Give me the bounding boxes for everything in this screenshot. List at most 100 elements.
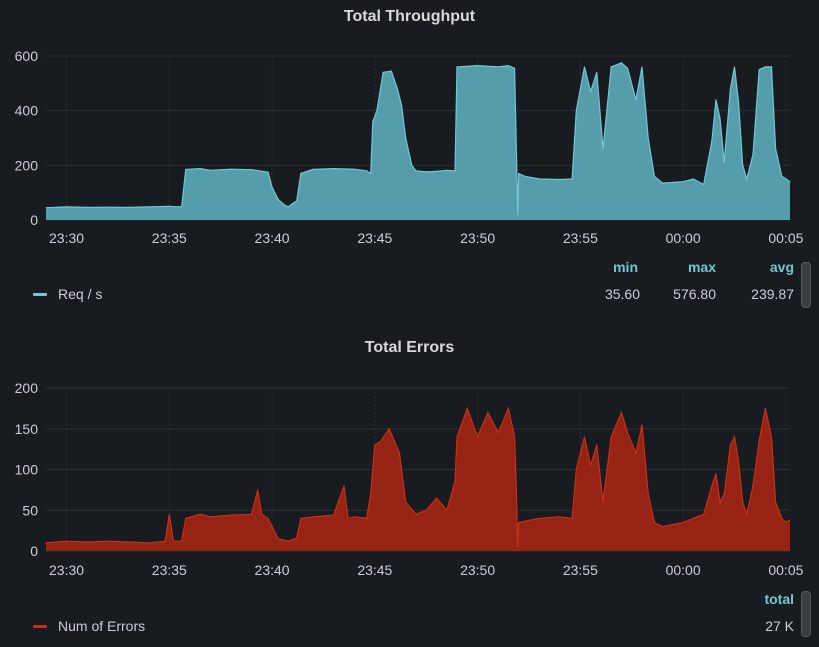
- panel-title: Total Errors: [364, 339, 455, 356]
- data-point: [277, 538, 279, 540]
- data-point: [415, 513, 417, 515]
- data-point: [366, 517, 368, 519]
- series-area[interactable]: [46, 62, 790, 220]
- data-point: [185, 168, 187, 170]
- data-point: [425, 509, 427, 511]
- data-point: [571, 517, 573, 519]
- data-point: [715, 473, 717, 475]
- data-point: [172, 540, 174, 542]
- series-line[interactable]: [45, 62, 791, 215]
- legend-value-avg: 239.87: [751, 286, 794, 302]
- data-point: [456, 66, 458, 68]
- data-point: [296, 200, 298, 202]
- data-point: [107, 206, 109, 208]
- data-point: [719, 118, 721, 120]
- x-tick-label: 23:55: [563, 562, 598, 578]
- data-point: [209, 169, 211, 171]
- data-point: [682, 181, 684, 183]
- x-tick-label: 00:00: [666, 562, 701, 578]
- data-point: [497, 432, 499, 434]
- data-point: [267, 517, 269, 519]
- data-point: [653, 521, 656, 524]
- legend-series-swatch: [33, 625, 47, 628]
- x-tick-label: 23:50: [460, 230, 495, 246]
- data-point: [764, 66, 766, 68]
- data-point: [287, 540, 290, 542]
- legend-header-max[interactable]: max: [687, 259, 716, 275]
- data-point: [376, 110, 378, 112]
- x-tick-label: 00:00: [666, 230, 701, 246]
- data-point: [770, 66, 773, 68]
- data-point: [775, 148, 777, 150]
- data-point: [627, 67, 629, 69]
- data-point: [538, 178, 540, 180]
- data-point: [518, 521, 520, 524]
- data-point: [524, 175, 526, 177]
- legend-header-total[interactable]: total: [764, 591, 794, 607]
- data-point: [719, 501, 721, 503]
- data-point: [333, 168, 335, 170]
- data-point: [662, 182, 664, 184]
- y-tick-label: 150: [15, 421, 39, 437]
- series-area[interactable]: [46, 408, 790, 551]
- y-tick-label: 0: [30, 212, 38, 228]
- data-point: [343, 485, 345, 487]
- data-point: [168, 513, 170, 515]
- data-point: [127, 206, 129, 208]
- data-point: [353, 168, 355, 170]
- legend-header-avg[interactable]: avg: [769, 259, 794, 275]
- legend-series-name[interactable]: Req / s: [58, 286, 103, 302]
- series-line[interactable]: [45, 406, 791, 547]
- x-tick-label: 23:35: [152, 230, 187, 246]
- y-tick-label: 200: [15, 157, 39, 173]
- data-point: [789, 519, 791, 521]
- data-point: [454, 170, 456, 172]
- data-point: [415, 170, 417, 172]
- x-tick-label: 23:55: [563, 230, 598, 246]
- data-point: [620, 411, 623, 414]
- y-tick-label: 100: [15, 462, 39, 478]
- legend-series-name[interactable]: Num of Errors: [58, 618, 146, 634]
- y-tick-label: 200: [15, 380, 39, 396]
- data-point: [620, 62, 623, 64]
- data-point: [789, 181, 791, 183]
- data-point: [86, 206, 88, 208]
- throughput-panel: Total Throughput 0 200 400 600 23:30 23:35 23:…: [0, 0, 819, 308]
- x-tick-label: 23:35: [152, 562, 187, 578]
- data-point: [517, 546, 519, 548]
- data-point: [435, 497, 438, 499]
- data-point: [370, 493, 372, 495]
- legend-scrollbar[interactable]: [801, 262, 811, 308]
- data-point: [456, 436, 458, 438]
- data-point: [703, 183, 705, 186]
- data-point: [401, 104, 403, 106]
- data-point: [733, 436, 736, 438]
- data-point: [711, 485, 713, 487]
- data-point: [333, 514, 335, 516]
- data-point: [781, 175, 783, 177]
- data-point: [711, 140, 713, 142]
- data-point: [516, 164, 518, 166]
- data-point: [775, 501, 777, 503]
- data-point: [758, 69, 760, 71]
- data-point: [583, 66, 586, 68]
- data-point: [497, 66, 499, 68]
- legend-header-min[interactable]: min: [613, 259, 638, 275]
- data-point: [575, 110, 577, 112]
- data-point: [602, 148, 604, 150]
- data-point: [514, 67, 516, 69]
- legend-value-max: 576.80: [673, 286, 716, 302]
- y-tick-label: 400: [15, 103, 39, 119]
- data-point: [742, 501, 744, 503]
- data-point: [514, 436, 516, 438]
- data-point: [454, 481, 456, 483]
- legend-scrollbar[interactable]: [801, 591, 811, 637]
- x-tick-label: 00:05: [768, 230, 803, 246]
- data-point: [738, 460, 740, 462]
- data-point: [199, 168, 201, 170]
- data-point: [590, 90, 592, 93]
- errors-chart[interactable]: 0 50 100 150 200 23:30 23:35 23:40 23:45 23:50 23:…: [0, 330, 819, 583]
- data-point: [366, 170, 368, 172]
- throughput-chart[interactable]: 0 200 400 600 23:30 23:35 23:40 23:45 23:50 23:55…: [0, 0, 819, 250]
- legend-series-swatch: [33, 293, 47, 296]
